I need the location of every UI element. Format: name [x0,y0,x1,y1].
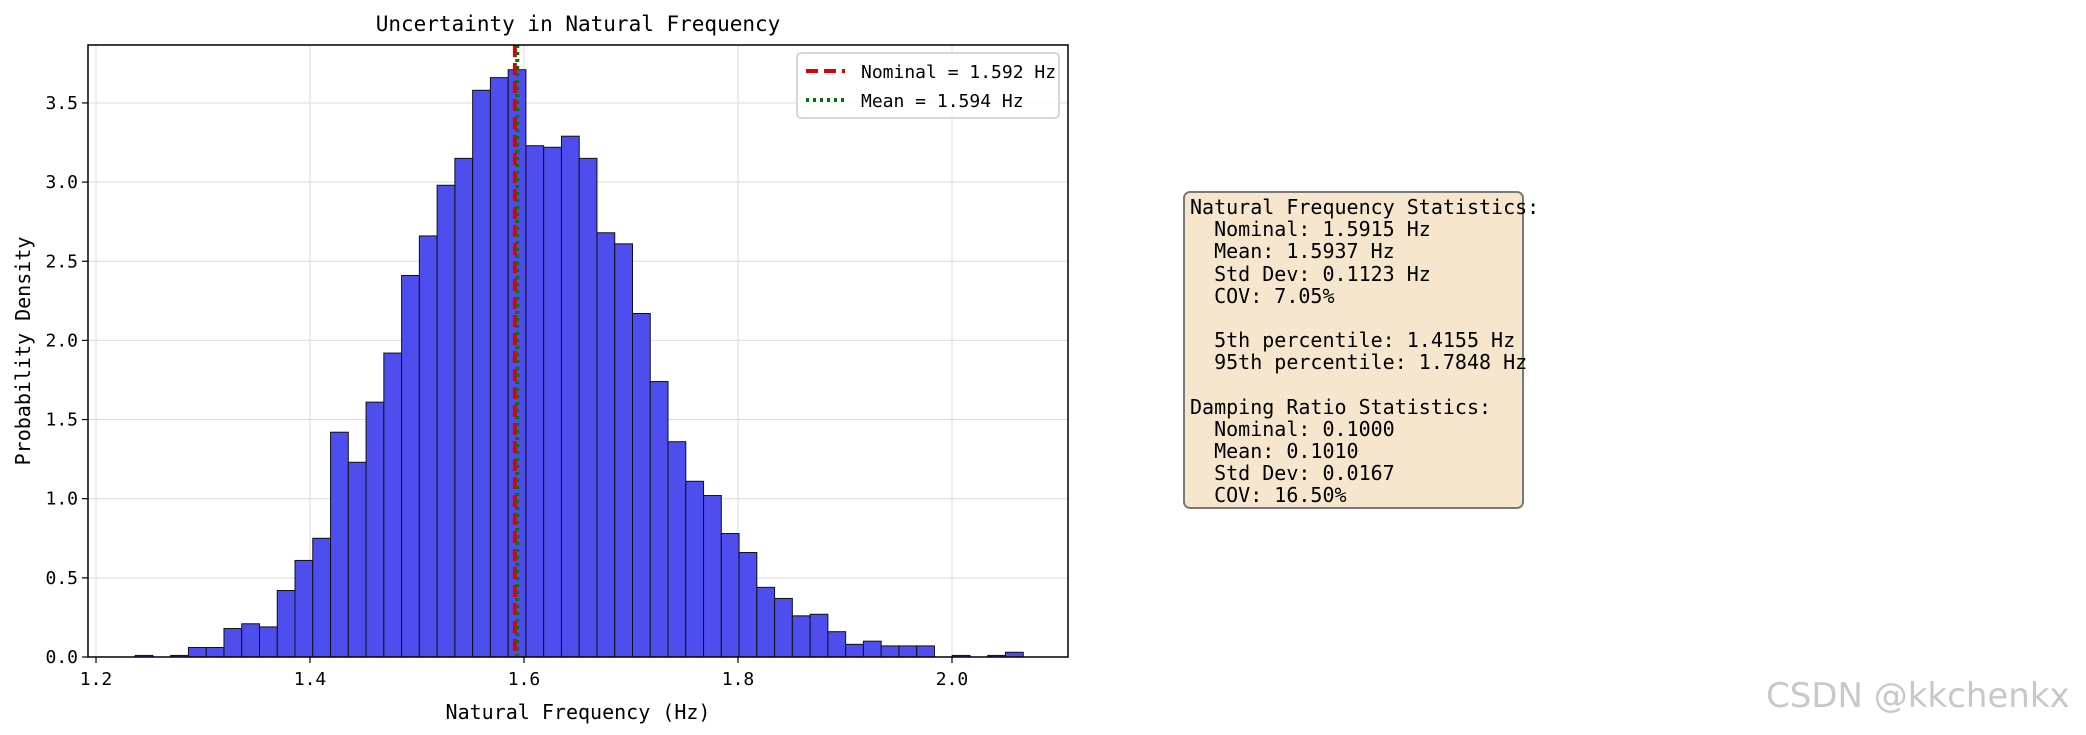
stats-line: Natural Frequency Statistics: [1190,195,1540,219]
stats-line: Damping Ratio Statistics: [1190,394,1492,419]
stats-line [1190,307,1522,329]
y-tick-label: 3.0 [45,172,78,193]
x-tick-label: 1.2 [80,669,113,690]
y-tick-label: 0.0 [45,647,78,668]
histogram-bar [472,89,491,658]
stats-line: Mean: 1.5937 Hz [1190,239,1395,264]
histogram-bar [560,135,580,658]
legend-nominal-label: Nominal = 1.592 Hz [861,62,1056,83]
histogram-bar [827,631,847,658]
stats-line: Nominal: 0.1000 [1190,416,1395,441]
histogram-bar [489,77,509,658]
stats-line: Nominal: 1.5915 Hz [1190,217,1431,242]
x-tick-label: 1.8 [722,669,755,690]
stats-line: COV: 16.50% [1190,483,1347,508]
watermark: CSDN @kkchenkx [1766,676,2070,716]
histogram-bar [720,533,740,658]
statistics-box: Natural Frequency Statistics: Nominal: 1… [1183,191,1540,509]
histogram-bar [756,586,776,658]
histogram-bar [312,537,332,658]
histogram-bar [454,157,474,658]
histogram-bars [134,69,1024,658]
x-axis-label: Natural Frequency (Hz) [446,700,711,724]
histogram-bar [401,274,420,658]
histogram-bar [241,623,260,658]
histogram-bar [631,312,651,658]
histogram-bar [276,590,296,658]
x-tick-label: 2.0 [936,669,969,690]
histogram-bar [880,645,900,658]
histogram-bar [898,645,918,658]
histogram-bar [774,597,793,658]
stats-line: Std Dev: 0.0167 [1190,461,1395,486]
y-tick-label: 1.0 [45,489,78,510]
histogram-bar [365,401,385,658]
stats-line: Mean: 0.1010 [1190,439,1359,464]
stats-line [1190,374,1522,396]
stats-line: COV: 7.05% [1190,283,1335,308]
histogram-bar [543,146,562,658]
y-tick-label: 3.5 [45,93,78,114]
histogram-bar [418,235,438,658]
y-tick-label: 1.5 [45,410,78,431]
histogram-bar [436,184,456,658]
histogram-bar [916,645,935,658]
histogram-bar [809,613,829,658]
histogram-bar [383,352,403,658]
histogram-bar [578,157,598,658]
y-tick-label: 2.0 [45,330,78,351]
histogram-bar [347,461,367,658]
histogram-bar [614,243,633,658]
stats-line: Std Dev: 0.1123 Hz [1190,261,1431,286]
y-tick-label: 0.5 [45,568,78,589]
plot-border [87,44,1069,658]
histogram-chart: 1.2 1.4 1.6 1.8 2.00.00.51.01.52.02.53.03.5 … [11,12,1069,724]
histogram-bar [258,626,278,658]
histogram-bar [667,441,687,658]
histogram-bar [685,480,705,658]
stats-line: 95th percentile: 1.7848 Hz [1190,350,1528,375]
histogram-bar [223,628,243,658]
histogram-bar [845,643,864,658]
histogram-bar [525,145,545,658]
histogram-bar [791,615,811,658]
histogram-bar [738,552,758,658]
y-axis-label: Probability Density [11,237,35,466]
histogram-bar [330,431,349,658]
histogram-bar [703,495,722,658]
y-tick-label: 2.5 [45,251,78,272]
stats-line: 5th percentile: 1.4155 Hz [1190,328,1516,353]
axis-ticks: 1.2 1.4 1.6 1.8 2.0 0.0 0.5 1.0 1.5 2.0 2.5 3.0 3.5 [45,93,968,690]
legend-box [796,52,1060,119]
reference-lines [512,45,520,657]
legend: Nominal = 1.592 Hz Mean = 1.594 Hz [796,52,1060,119]
histogram-bar [596,232,616,658]
histogram-bar [294,559,314,658]
histogram-bar [205,647,225,658]
legend-mean-label: Mean = 1.594 Hz [861,91,1024,112]
histogram-bar [187,647,207,658]
histogram-bar [862,640,882,658]
x-tick-label: 1.6 [508,669,541,690]
histogram-bar [649,381,669,658]
x-tick-label: 1.4 [294,669,327,690]
chart-title: Uncertainty in Natural Frequency [376,12,781,36]
